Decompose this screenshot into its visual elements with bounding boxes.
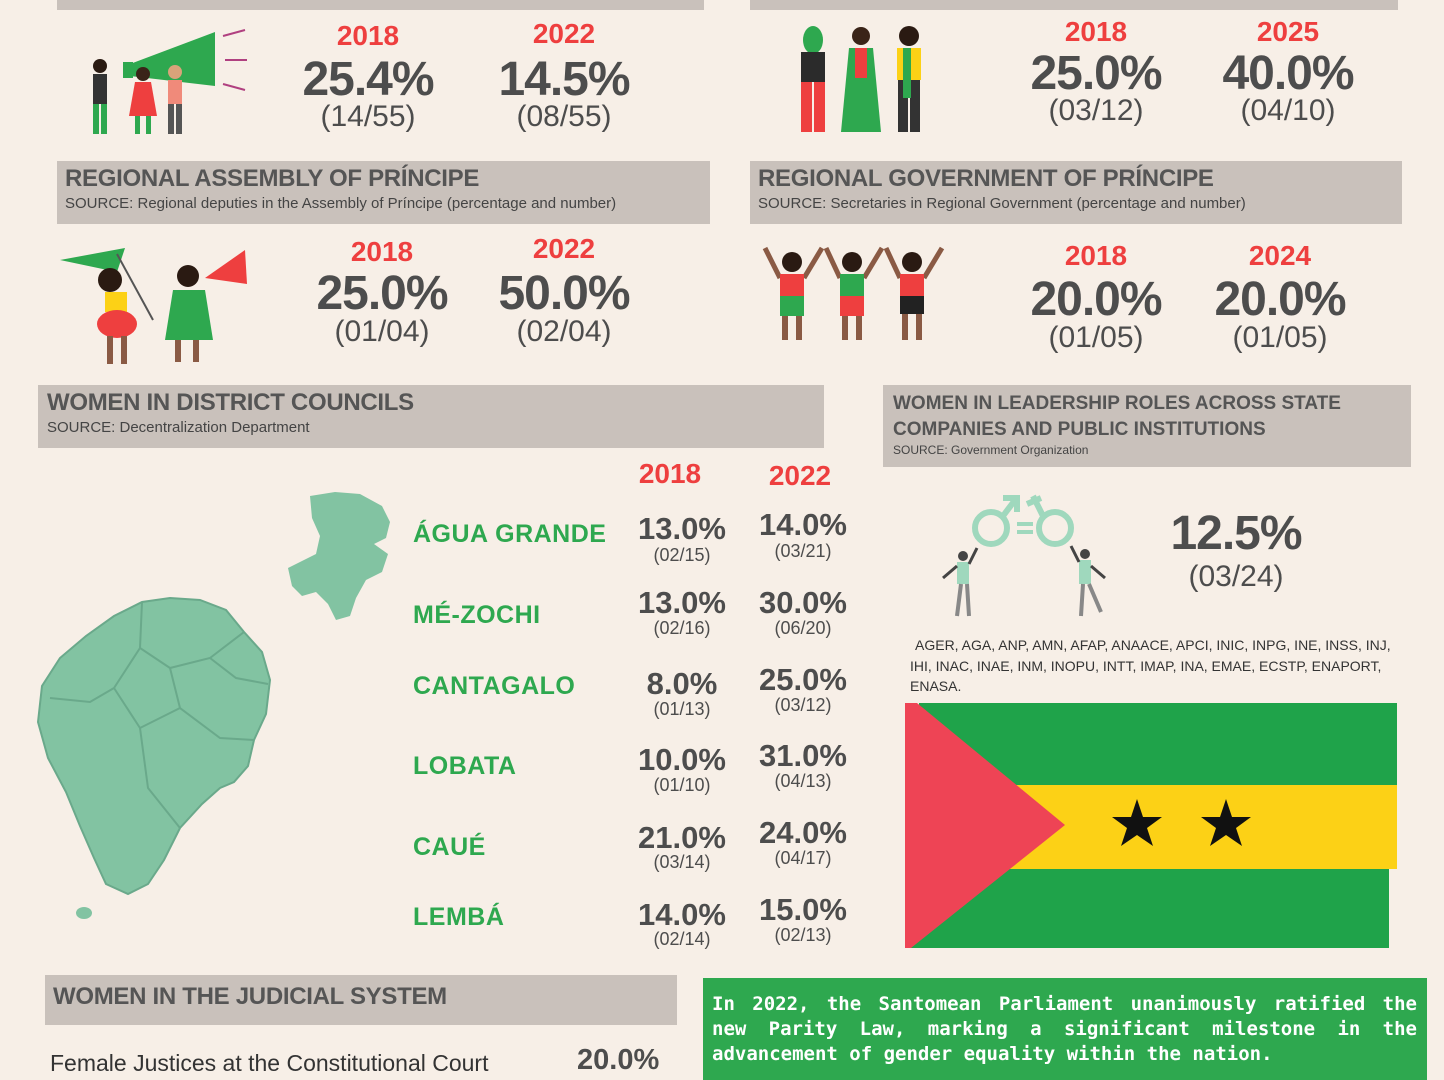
top-left-fraction-1: (14/55) — [320, 100, 416, 133]
top-right-value-2: 40.0% — [1222, 47, 1354, 100]
judicial-title: WOMEN IN THE JUDICIAL SYSTEM — [53, 983, 447, 1010]
district-value-2018: 8.0% — [646, 666, 718, 701]
top-left-fraction-2: (08/55) — [516, 100, 612, 133]
leadership-fraction: (03/24) — [1188, 560, 1284, 593]
top-left-year-2: 2022 — [532, 18, 596, 49]
assembly-principe-year-2: 2022 — [532, 233, 596, 264]
district-value-2022: 25.0% — [759, 662, 847, 697]
top-right-value-1: 25.0% — [1030, 47, 1162, 100]
district-councils-title: WOMEN IN DISTRICT COUNCILS — [47, 389, 414, 416]
district-fraction-2022: (04/17) — [774, 848, 832, 868]
district-fraction-2018: (02/15) — [653, 545, 711, 565]
assembly-principe-title: REGIONAL ASSEMBLY OF PRÍNCIPE — [65, 165, 480, 192]
district-value-2018: 13.0% — [638, 511, 726, 546]
district-name: LOBATA — [413, 752, 517, 780]
government-principe-fraction-2: (01/05) — [1232, 321, 1328, 354]
top-left-value-1: 25.4% — [302, 53, 434, 106]
district-councils-source: SOURCE: Decentralization Department — [47, 419, 310, 436]
district-value-2018: 14.0% — [638, 897, 726, 932]
district-fraction-2022: (04/13) — [774, 771, 832, 791]
assembly-principe-value-2: 50.0% — [498, 267, 630, 320]
raised-arms-women-illustration — [762, 246, 945, 340]
government-principe-value-2: 20.0% — [1214, 273, 1346, 326]
three-women-illustration — [801, 26, 921, 132]
district-value-2022: 31.0% — [759, 738, 847, 773]
leadership-title-line1: WOMEN IN LEADERSHIP ROLES ACROSS STATE — [893, 393, 1341, 414]
government-principe-source: SOURCE: Secretaries in Regional Governme… — [758, 195, 1246, 212]
top-left-year-1: 2018 — [336, 20, 400, 51]
district-fraction-2018: (02/16) — [653, 618, 711, 638]
flag-megaphone-women-illustration — [60, 248, 247, 364]
assembly-principe-header: REGIONAL ASSEMBLY OF PRÍNCIPE SOURCE: Re… — [57, 161, 710, 224]
top-left-band — [57, 0, 704, 10]
district-fraction-2022: (03/12) — [774, 695, 832, 715]
district-fraction-2018: (01/10) — [653, 775, 711, 795]
top-right-year-2: 2025 — [1256, 16, 1320, 47]
top-left-value-2: 14.5% — [498, 53, 630, 106]
district-fraction-2018: (02/14) — [653, 929, 711, 949]
assembly-principe-fraction-1: (01/04) — [334, 315, 430, 348]
district-value-2022: 15.0% — [759, 892, 847, 927]
top-right-band — [750, 0, 1398, 10]
government-principe-value-1: 20.0% — [1030, 273, 1162, 326]
government-principe-year-2: 2024 — [1248, 240, 1312, 271]
assembly-principe-fraction-2: (02/04) — [516, 315, 612, 348]
district-fraction-2022: (06/20) — [774, 618, 832, 638]
sao-tome-flag — [905, 703, 1397, 948]
parity-law-note: In 2022, the Santomean Parliament unanim… — [703, 978, 1427, 1080]
assembly-principe-year-1: 2018 — [350, 236, 414, 267]
district-value-2018: 13.0% — [638, 585, 726, 620]
government-principe-header: REGIONAL GOVERNMENT OF PRÍNCIPE SOURCE: … — [750, 161, 1402, 224]
top-right-fraction-2: (04/10) — [1240, 94, 1336, 127]
judicial-row-value: 20.0% — [577, 1044, 660, 1076]
district-fraction-2018: (03/14) — [653, 852, 711, 872]
district-name: LEMBÁ — [413, 903, 505, 931]
leadership-institutions: AGER, AGA, ANP, AMN, AFAP, ANAACE, APCI,… — [910, 637, 1391, 694]
district-value-2022: 24.0% — [759, 815, 847, 850]
government-principe-fraction-1: (01/05) — [1048, 321, 1144, 354]
district-name: CAUÉ — [413, 833, 486, 861]
district-name: MÉ-ZOCHI — [413, 601, 541, 629]
assembly-principe-source: SOURCE: Regional deputies in the Assembl… — [65, 195, 617, 212]
district-name: CANTAGALO — [413, 672, 576, 700]
government-principe-title: REGIONAL GOVERNMENT OF PRÍNCIPE — [758, 165, 1214, 192]
district-value-2022: 14.0% — [759, 507, 847, 542]
district-year-2022: 2022 — [768, 460, 832, 491]
district-name: ÁGUA GRANDE — [413, 520, 607, 548]
district-fraction-2018: (01/13) — [653, 699, 711, 719]
leadership-title-line2: COMPANIES AND PUBLIC INSTITUTIONS — [893, 419, 1266, 440]
top-right-year-1: 2018 — [1064, 16, 1128, 47]
sao-tome-map — [36, 492, 390, 919]
leadership-value: 12.5% — [1170, 507, 1302, 560]
judicial-row-label: Female Justices at the Constitutional Co… — [50, 1050, 489, 1076]
gender-equality-icon — [942, 494, 1106, 617]
megaphone-women-illustration — [93, 29, 247, 134]
assembly-principe-value-1: 25.0% — [316, 267, 448, 320]
district-fraction-2022: (03/21) — [774, 541, 832, 561]
leadership-source: SOURCE: Government Organization — [893, 443, 1089, 457]
district-value-2018: 21.0% — [638, 820, 726, 855]
district-councils-header: WOMEN IN DISTRICT COUNCILS SOURCE: Decen… — [38, 385, 824, 448]
district-year-2018: 2018 — [638, 458, 702, 489]
district-fraction-2022: (02/13) — [774, 925, 832, 945]
parity-law-text: In 2022, the Santomean Parliament unanim… — [712, 993, 1417, 1065]
judicial-header: WOMEN IN THE JUDICIAL SYSTEM — [45, 975, 677, 1025]
district-value-2018: 10.0% — [638, 742, 726, 777]
government-principe-year-1: 2018 — [1064, 240, 1128, 271]
top-right-fraction-1: (03/12) — [1048, 94, 1144, 127]
district-value-2022: 30.0% — [759, 585, 847, 620]
leadership-header: WOMEN IN LEADERSHIP ROLES ACROSS STATE C… — [883, 385, 1411, 467]
